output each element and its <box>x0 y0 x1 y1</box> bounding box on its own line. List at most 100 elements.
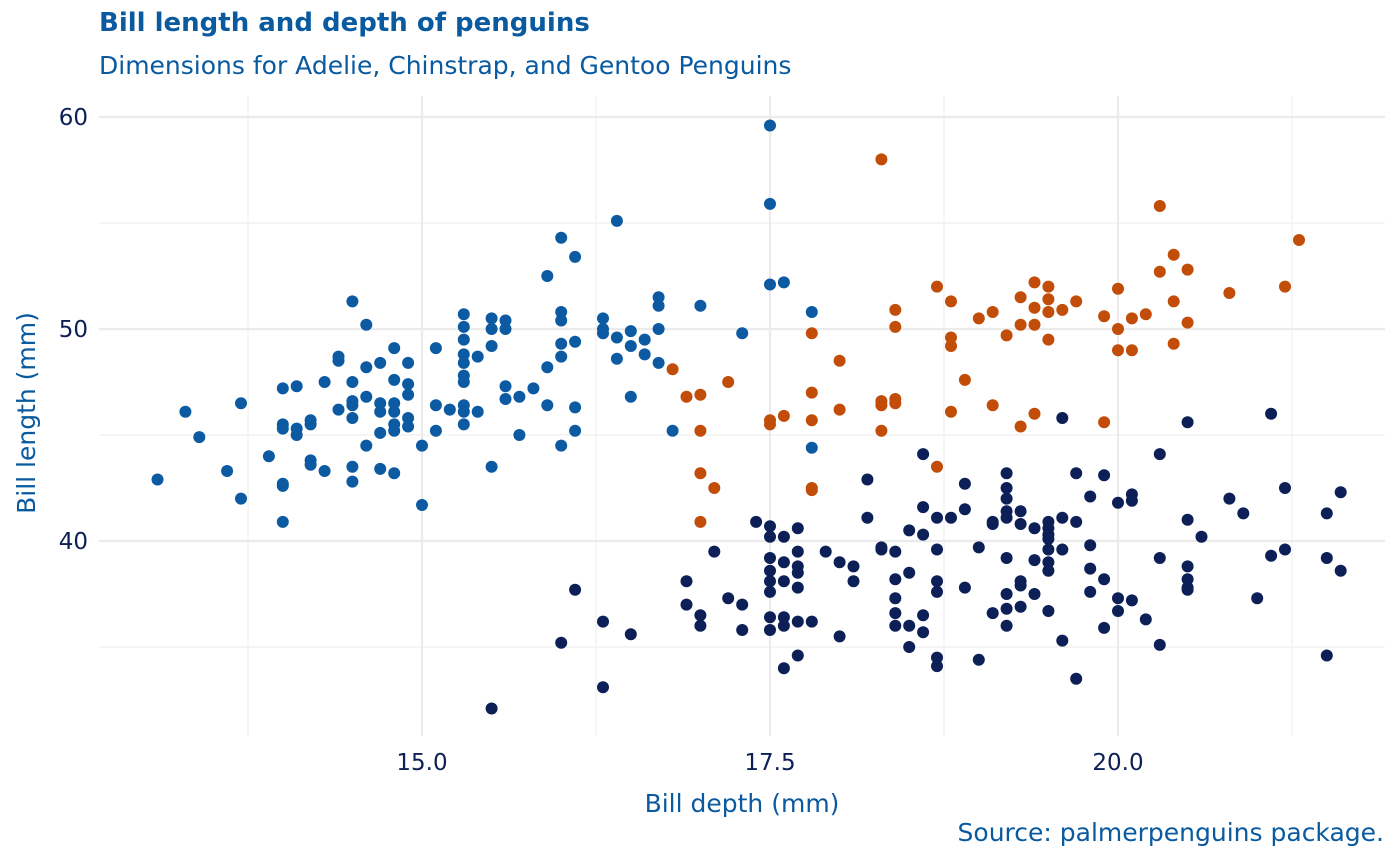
data-point <box>833 403 846 416</box>
data-point <box>457 308 470 321</box>
data-point <box>290 422 303 435</box>
data-point <box>360 390 373 403</box>
data-point <box>346 475 359 488</box>
data-point <box>1098 416 1111 429</box>
data-point <box>541 270 554 282</box>
data-point <box>318 465 331 477</box>
data-point <box>1014 420 1027 433</box>
data-point <box>1000 602 1013 615</box>
data-point <box>527 382 540 395</box>
data-point <box>179 405 192 418</box>
data-point <box>555 350 568 363</box>
data-point <box>1181 316 1194 329</box>
data-point <box>346 412 359 424</box>
data-point <box>221 465 234 477</box>
data-point <box>1181 560 1194 573</box>
data-point <box>1098 469 1111 482</box>
data-point <box>541 361 554 374</box>
data-point <box>262 450 275 463</box>
data-point <box>652 356 665 369</box>
data-point <box>457 320 470 333</box>
data-point <box>555 636 568 649</box>
data-point <box>1042 532 1055 545</box>
data-point <box>638 348 651 361</box>
data-point <box>346 295 359 308</box>
data-point <box>764 585 776 598</box>
data-point <box>597 312 609 325</box>
data-point <box>457 356 470 369</box>
data-point <box>276 418 289 431</box>
data-point <box>958 477 971 490</box>
data-point <box>777 530 790 543</box>
data-point <box>346 460 359 473</box>
data-point <box>889 545 902 558</box>
data-point <box>1084 585 1097 598</box>
data-point <box>986 518 999 530</box>
data-point <box>805 386 818 399</box>
data-point <box>931 460 943 473</box>
data-point <box>694 467 707 480</box>
data-point <box>1139 613 1152 626</box>
data-point <box>1014 505 1027 518</box>
data-point <box>680 575 693 588</box>
data-point <box>819 545 832 558</box>
data-point <box>764 564 776 577</box>
data-point <box>1279 543 1291 556</box>
data-point <box>1070 467 1083 480</box>
data-point <box>986 399 999 412</box>
data-point <box>457 333 470 346</box>
data-point <box>457 405 470 418</box>
data-point <box>972 653 985 666</box>
data-point <box>513 429 526 441</box>
data-point <box>694 424 707 437</box>
data-point <box>791 581 804 594</box>
data-point <box>1028 407 1041 420</box>
data-point <box>555 306 568 318</box>
data-point <box>847 575 860 588</box>
y-axis-title: Bill length (mm) <box>12 312 41 514</box>
data-point <box>875 153 888 166</box>
data-point <box>1112 282 1124 295</box>
data-point <box>1279 280 1291 293</box>
data-point <box>346 376 359 388</box>
data-point <box>1153 265 1166 278</box>
data-point <box>1112 496 1124 509</box>
data-point <box>889 592 902 605</box>
data-point <box>541 399 554 412</box>
data-point <box>1070 295 1083 308</box>
data-point <box>193 431 206 444</box>
chart-caption: Source: palmerpenguins package. <box>957 818 1384 847</box>
data-point <box>903 566 916 579</box>
data-point <box>903 641 916 653</box>
data-point <box>708 482 721 494</box>
data-point <box>764 552 776 564</box>
x-tick-label: 20.0 <box>1092 750 1143 776</box>
data-point <box>1042 280 1055 293</box>
data-point <box>1084 562 1097 575</box>
data-point <box>555 439 568 452</box>
data-point <box>958 581 971 594</box>
y-tick-label: 50 <box>59 317 88 343</box>
data-point <box>290 380 303 393</box>
data-point <box>833 630 846 643</box>
data-point <box>388 424 401 437</box>
data-point <box>416 499 428 511</box>
data-point <box>889 619 902 632</box>
data-point <box>958 503 971 516</box>
data-point <box>931 280 943 293</box>
data-point <box>374 405 387 418</box>
data-point <box>485 340 498 352</box>
data-point <box>1000 467 1013 480</box>
data-point <box>1098 621 1111 634</box>
data-point <box>1223 287 1236 299</box>
data-point <box>777 611 790 624</box>
data-point <box>694 515 707 528</box>
data-point <box>805 484 818 497</box>
data-point <box>889 573 902 586</box>
data-point <box>764 119 776 132</box>
data-point <box>833 354 846 367</box>
data-point <box>624 390 637 403</box>
data-point <box>945 511 957 524</box>
data-point <box>777 556 790 569</box>
data-point <box>1181 416 1194 429</box>
